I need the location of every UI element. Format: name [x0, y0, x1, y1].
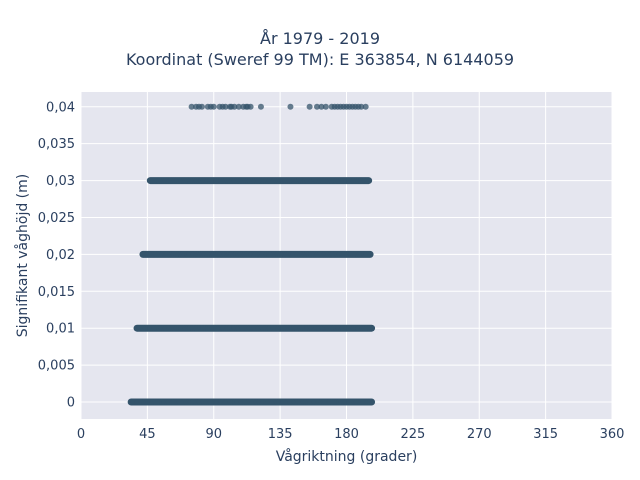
y-tick-label: 0,025 [38, 211, 75, 226]
data-points [127, 103, 376, 406]
data-point [287, 103, 294, 110]
x-tick-label: 135 [268, 427, 293, 442]
data-point [362, 103, 369, 110]
data-point [368, 325, 375, 332]
y-tick-label: 0 [67, 396, 75, 411]
data-point [365, 251, 372, 258]
data-point [222, 103, 229, 110]
data-point [188, 103, 195, 110]
data-point [235, 103, 242, 110]
x-tick-label: 270 [467, 427, 492, 442]
y-tick-label: 0,015 [38, 285, 75, 300]
data-point [367, 399, 374, 406]
x-tick-label: 180 [334, 427, 359, 442]
data-point [364, 177, 371, 184]
chart-title: År 1979 - 2019 [260, 29, 380, 48]
y-tick-label: 0,035 [38, 137, 75, 152]
data-point [306, 103, 313, 110]
data-point [358, 103, 365, 110]
chart-subtitle: Koordinat (Sweref 99 TM): E 363854, N 61… [125, 50, 515, 69]
x-tick-label: 90 [205, 427, 222, 442]
y-axis-label: Signifikant våghöjd (m) [14, 174, 31, 337]
data-point [198, 103, 205, 110]
x-axis-ticks: 0 45 90 135 180 225 270 315 360 [77, 427, 625, 442]
data-point [210, 103, 217, 110]
data-point [314, 103, 320, 110]
data-point [318, 103, 325, 110]
y-tick-label: 0,01 [46, 322, 75, 337]
data-point [247, 103, 254, 110]
data-point [231, 103, 238, 110]
x-tick-label: 225 [400, 427, 425, 442]
data-point [322, 103, 329, 110]
y-tick-label: 0,03 [46, 174, 75, 189]
y-axis-ticks: 0 0,005 0,01 0,015 0,02 0,025 0,03 0,035 0,04 [38, 100, 75, 410]
x-tick-label: 45 [139, 427, 156, 442]
y-tick-label: 0,02 [46, 248, 75, 263]
x-axis-label: Vågriktning (grader) [276, 448, 418, 465]
x-tick-label: 0 [77, 427, 85, 442]
y-tick-label: 0,005 [38, 359, 75, 374]
x-tick-label: 360 [600, 427, 625, 442]
x-tick-label: 315 [533, 427, 558, 442]
y-tick-label: 0,04 [46, 100, 75, 115]
data-point [257, 103, 264, 110]
